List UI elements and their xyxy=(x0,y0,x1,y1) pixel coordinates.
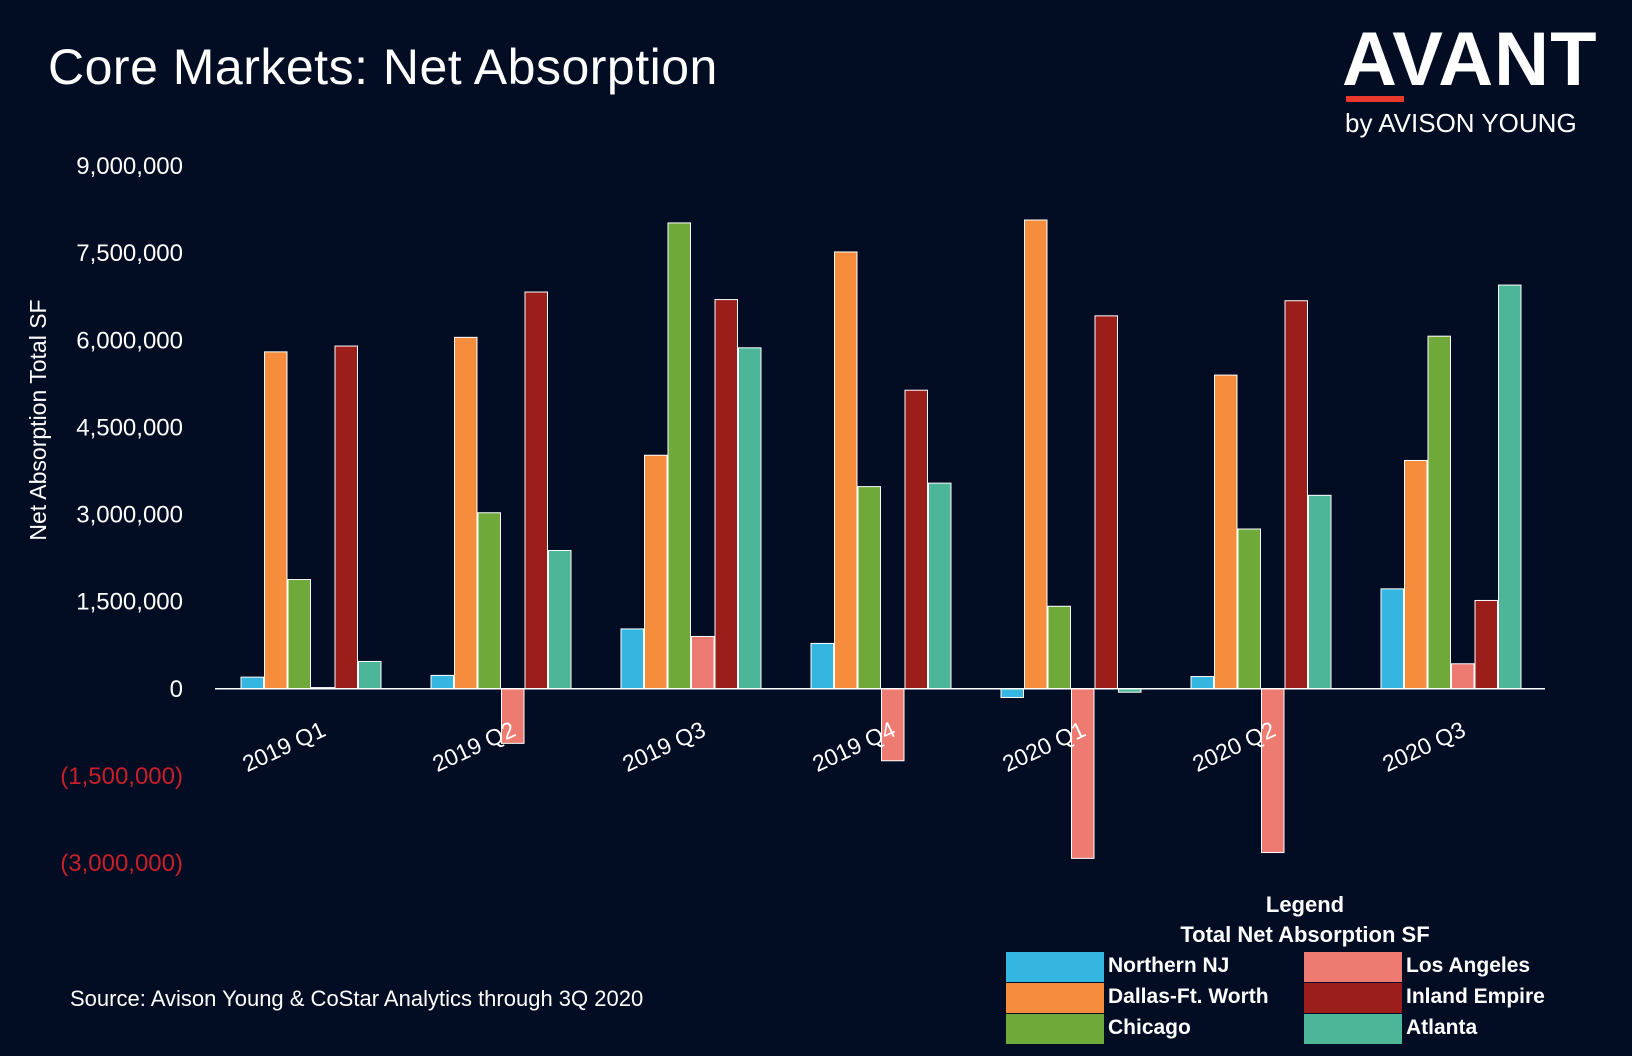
y-tick-label: 4,500,000 xyxy=(76,414,183,441)
bar xyxy=(264,351,288,690)
bar xyxy=(904,389,928,690)
bar xyxy=(334,345,358,690)
y-axis-ticks: 9,000,000 7,500,000 6,000,000 4,500,000 3,00… xyxy=(60,153,183,877)
legend-label: Atlanta xyxy=(1406,1016,1478,1039)
legend-swatch xyxy=(1006,1014,1104,1044)
legend-title: Legend xyxy=(1265,892,1345,917)
legend-label: Northern NJ xyxy=(1108,954,1230,977)
bar xyxy=(1308,494,1332,690)
y-tick-label: 9,000,000 xyxy=(76,153,183,180)
bar xyxy=(1427,335,1451,690)
bar-series xyxy=(240,219,1522,859)
bar xyxy=(1474,599,1498,690)
bar xyxy=(834,251,858,690)
y-tick-label: (1,500,000) xyxy=(60,763,183,790)
bar xyxy=(1024,219,1048,690)
bar xyxy=(1094,315,1118,690)
bar xyxy=(430,674,454,690)
bar xyxy=(524,291,548,690)
bar xyxy=(810,642,834,690)
legend-label: Chicago xyxy=(1108,1016,1191,1039)
bar xyxy=(644,454,668,690)
source-note: Source: Avison Young & CoStar Analytics … xyxy=(70,986,644,1011)
y-axis-label: Net Absorption Total SF xyxy=(25,299,51,540)
bar xyxy=(358,660,382,690)
bar xyxy=(714,299,738,690)
bar xyxy=(1404,459,1428,690)
bar xyxy=(454,336,478,690)
y-tick-label: 0 xyxy=(170,676,183,703)
bar xyxy=(1000,688,1024,698)
x-tick-label: 2019 Q3 xyxy=(618,716,709,777)
avant-logo: AVANT by AVISON YOUNG xyxy=(1342,22,1597,142)
legend-swatch xyxy=(1304,983,1402,1013)
bar xyxy=(1214,374,1238,690)
legend-swatch xyxy=(1304,952,1402,982)
bar xyxy=(1047,605,1071,690)
bar xyxy=(240,676,264,690)
x-tick-label: 2019 Q1 xyxy=(238,716,329,777)
bar xyxy=(1451,663,1475,690)
legend-label: Los Angeles xyxy=(1406,954,1531,977)
x-tick-label: 2020 Q3 xyxy=(1378,716,1469,777)
bar xyxy=(1237,528,1261,690)
bar xyxy=(1380,588,1404,690)
logo-tagline: by AVISON YOUNG xyxy=(1345,108,1577,138)
legend-swatch xyxy=(1006,983,1104,1013)
legend-subtitle: Total Net Absorption SF xyxy=(1180,922,1430,947)
y-tick-label: (3,000,000) xyxy=(60,850,183,877)
x-axis-ticks: 2019 Q1 2019 Q2 2019 Q3 2019 Q4 2020 Q1 2020 … xyxy=(238,716,1469,777)
chart-title: Core Markets: Net Absorption xyxy=(48,39,718,95)
bar xyxy=(691,635,715,690)
bar xyxy=(287,579,311,690)
y-tick-label: 3,000,000 xyxy=(76,502,183,529)
y-tick-label: 6,000,000 xyxy=(76,327,183,354)
bar xyxy=(1190,676,1214,690)
logo-accent-bar xyxy=(1346,96,1404,102)
bar xyxy=(1261,688,1285,854)
bar xyxy=(1284,300,1308,690)
bar xyxy=(1498,284,1522,690)
legend-swatch xyxy=(1006,952,1104,982)
y-tick-label: 1,500,000 xyxy=(76,589,183,616)
bar xyxy=(857,486,881,690)
bar xyxy=(620,628,644,690)
legend-label: Inland Empire xyxy=(1406,985,1545,1008)
bar xyxy=(667,222,691,690)
x-tick-label: 2019 Q2 xyxy=(428,716,519,777)
bar xyxy=(1071,688,1095,859)
y-tick-label: 7,500,000 xyxy=(76,240,183,267)
legend-swatch xyxy=(1304,1014,1402,1044)
logo-wordmark: AVANT xyxy=(1342,17,1598,102)
bar xyxy=(738,347,762,690)
legend-label: Dallas-Ft. Worth xyxy=(1108,985,1269,1008)
bar xyxy=(548,550,572,690)
bar xyxy=(477,512,501,690)
bar xyxy=(928,482,952,690)
